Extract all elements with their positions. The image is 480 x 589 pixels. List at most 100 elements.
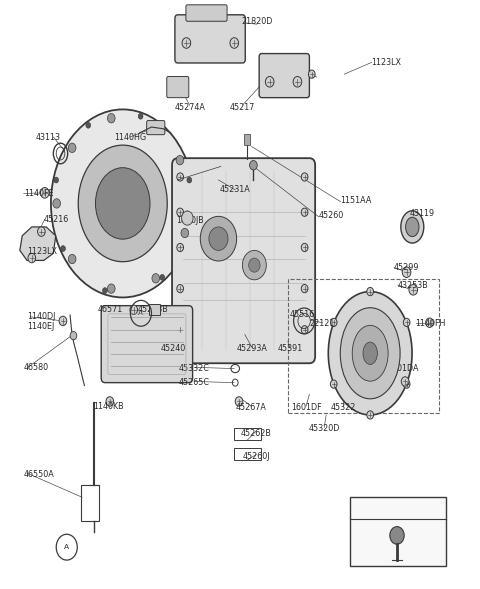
Circle shape (301, 326, 308, 334)
Circle shape (249, 258, 260, 272)
Text: 43119: 43119 (410, 209, 435, 218)
Text: 45322: 45322 (331, 403, 356, 412)
Circle shape (40, 187, 49, 198)
Circle shape (68, 254, 76, 264)
Circle shape (130, 305, 138, 315)
Polygon shape (20, 227, 56, 260)
FancyBboxPatch shape (175, 15, 245, 63)
Circle shape (108, 284, 115, 293)
Text: 46571: 46571 (97, 305, 122, 314)
Circle shape (293, 77, 302, 87)
FancyBboxPatch shape (172, 158, 315, 363)
Bar (244, 134, 250, 145)
Circle shape (181, 229, 189, 238)
Circle shape (152, 124, 159, 133)
Circle shape (301, 243, 308, 252)
Circle shape (250, 161, 257, 170)
FancyBboxPatch shape (147, 121, 165, 135)
Text: 46550A: 46550A (24, 470, 54, 479)
Circle shape (301, 284, 308, 293)
Ellipse shape (401, 211, 424, 243)
Text: 45274A: 45274A (174, 103, 205, 112)
Text: 1601DF: 1601DF (291, 403, 322, 412)
Text: 45260J: 45260J (242, 452, 270, 461)
Text: 45516: 45516 (289, 310, 315, 319)
Text: 45231A: 45231A (220, 186, 251, 194)
Circle shape (401, 377, 409, 386)
Text: 22121: 22121 (310, 319, 335, 329)
Text: 1123LX: 1123LX (372, 58, 402, 67)
FancyBboxPatch shape (167, 77, 189, 98)
Circle shape (242, 250, 266, 280)
Circle shape (160, 274, 165, 280)
Circle shape (200, 216, 237, 261)
Circle shape (28, 253, 36, 263)
Circle shape (390, 527, 404, 544)
Circle shape (367, 287, 373, 296)
FancyBboxPatch shape (259, 54, 310, 98)
Circle shape (181, 211, 193, 225)
Circle shape (209, 227, 228, 250)
Circle shape (403, 380, 410, 388)
Text: 1140FE: 1140FE (24, 189, 53, 198)
Circle shape (177, 208, 183, 216)
Text: 46580: 46580 (24, 363, 49, 372)
Circle shape (177, 284, 183, 293)
Text: 1140HG: 1140HG (114, 133, 146, 141)
Circle shape (426, 318, 433, 327)
Text: K979AD: K979AD (377, 520, 409, 530)
Text: 45260: 45260 (319, 211, 344, 220)
Circle shape (367, 411, 373, 419)
Text: A: A (138, 310, 144, 316)
Circle shape (409, 284, 418, 295)
Circle shape (182, 38, 191, 48)
Text: 1140FH: 1140FH (416, 319, 446, 329)
Circle shape (177, 173, 183, 181)
Ellipse shape (352, 325, 388, 381)
Circle shape (103, 287, 108, 293)
Circle shape (176, 155, 184, 165)
Text: 1140KB: 1140KB (93, 402, 124, 411)
Text: 45293A: 45293A (237, 344, 267, 353)
Circle shape (54, 177, 59, 183)
Text: 45267A: 45267A (236, 403, 267, 412)
Circle shape (403, 318, 410, 326)
Circle shape (37, 227, 45, 236)
Ellipse shape (328, 292, 412, 415)
Bar (288, 279, 439, 413)
Bar (149, 305, 159, 315)
Ellipse shape (78, 145, 167, 262)
Circle shape (187, 177, 192, 183)
Ellipse shape (96, 168, 150, 239)
Circle shape (402, 267, 411, 277)
Bar (81, 485, 99, 521)
Text: 43253B: 43253B (398, 280, 429, 290)
Text: 45332C: 45332C (179, 364, 210, 373)
Text: 1140EJ: 1140EJ (27, 322, 54, 331)
Bar (234, 428, 261, 440)
Text: 45320D: 45320D (309, 424, 340, 433)
Bar (350, 497, 446, 566)
Ellipse shape (406, 217, 419, 237)
Text: 1151AA: 1151AA (340, 196, 372, 205)
Circle shape (108, 114, 115, 123)
Circle shape (330, 380, 337, 388)
Ellipse shape (363, 342, 377, 365)
Text: 45391: 45391 (277, 344, 302, 353)
Text: 21820D: 21820D (241, 16, 273, 26)
Text: 1123LX: 1123LX (27, 247, 57, 256)
Circle shape (53, 198, 60, 208)
Circle shape (309, 70, 315, 78)
Circle shape (235, 397, 243, 406)
Circle shape (330, 318, 337, 326)
Text: 1430JB: 1430JB (176, 216, 204, 225)
Circle shape (106, 397, 114, 406)
Circle shape (301, 173, 308, 181)
Text: 45283B: 45283B (137, 305, 168, 314)
Text: 45265C: 45265C (179, 378, 210, 387)
Text: 1140DJ: 1140DJ (27, 312, 55, 322)
Text: 1601DA: 1601DA (387, 364, 419, 373)
Ellipse shape (340, 307, 400, 399)
Circle shape (60, 246, 65, 252)
Circle shape (265, 77, 274, 87)
